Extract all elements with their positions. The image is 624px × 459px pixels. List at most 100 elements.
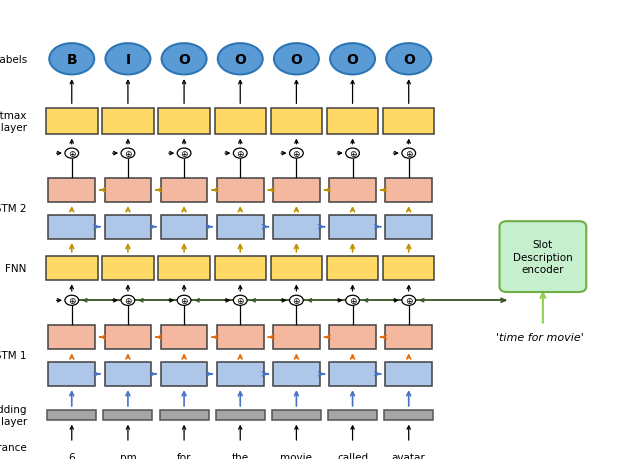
Ellipse shape [386,44,431,75]
Text: movie: movie [280,452,313,459]
Circle shape [290,296,303,306]
Ellipse shape [218,44,263,75]
Bar [217,362,264,386]
Text: O: O [290,53,303,67]
Bar [271,257,322,280]
Bar [49,362,95,386]
Bar [102,257,154,280]
FancyBboxPatch shape [499,222,587,292]
Text: 6: 6 [69,452,75,459]
Bar [46,257,97,280]
Text: FNN: FNN [6,263,27,274]
Text: avatar: avatar [392,452,426,459]
Text: ⊕: ⊕ [405,296,412,305]
Text: Slot
Description
encoder: Slot Description encoder [513,240,573,274]
Bar [47,410,96,420]
Bar [386,325,432,349]
Text: B: B [66,53,77,67]
Circle shape [233,296,247,306]
Bar [217,215,264,239]
Text: Emedding
layer: Emedding layer [0,405,27,426]
Bar [49,325,95,349]
Bar [46,108,97,135]
Bar [272,410,321,420]
Bar [386,362,432,386]
Circle shape [233,149,247,159]
Circle shape [402,296,416,306]
Bar [273,362,319,386]
Ellipse shape [105,44,150,75]
Bar [102,108,154,135]
Circle shape [65,296,79,306]
Text: BiLSTM 1: BiLSTM 1 [0,351,27,361]
Bar [161,362,207,386]
Bar [158,108,210,135]
Bar [217,325,264,349]
Circle shape [402,149,416,159]
Circle shape [346,296,359,306]
Bar [217,179,264,202]
Bar [161,325,207,349]
Text: O: O [234,53,246,67]
Circle shape [346,149,359,159]
Text: for: for [177,452,192,459]
Bar [329,215,376,239]
Text: ⊕: ⊕ [68,296,76,305]
Text: ⊕: ⊕ [405,149,412,158]
Text: the: the [232,452,249,459]
Bar [216,410,265,420]
Text: BiLSTM 2: BiLSTM 2 [0,204,27,214]
Text: called: called [337,452,368,459]
Bar [104,362,151,386]
Bar [329,362,376,386]
Bar [215,257,266,280]
Bar [161,215,207,239]
Text: ⊕: ⊕ [236,149,244,158]
Text: O: O [178,53,190,67]
Bar [273,325,319,349]
Bar [329,179,376,202]
Bar [49,179,95,202]
Text: ⊕: ⊕ [180,296,188,305]
Ellipse shape [49,44,94,75]
Text: Slot labels: Slot labels [0,55,27,65]
Bar [104,215,151,239]
Bar [158,257,210,280]
Bar [104,325,151,349]
Bar [329,325,376,349]
Text: O: O [346,53,359,67]
Text: O: O [402,53,415,67]
Bar [383,108,434,135]
Circle shape [65,149,79,159]
Ellipse shape [330,44,375,75]
Text: ⊕: ⊕ [293,149,300,158]
Circle shape [121,149,135,159]
Bar [215,108,266,135]
Bar [104,410,152,420]
Text: 'time for movie': 'time for movie' [496,332,583,342]
Text: ⊕: ⊕ [68,149,76,158]
Bar [328,410,377,420]
Text: Softmax
output layer: Softmax output layer [0,111,27,132]
Bar [161,179,207,202]
Text: ⊕: ⊕ [124,296,132,305]
Bar [327,257,378,280]
Bar [383,257,434,280]
Bar [160,410,208,420]
Bar [273,179,319,202]
Ellipse shape [274,44,319,75]
Circle shape [177,296,191,306]
Circle shape [290,149,303,159]
Circle shape [177,149,191,159]
Text: ⊕: ⊕ [180,149,188,158]
Bar [384,410,433,420]
Bar [271,108,322,135]
Bar [386,179,432,202]
Text: pm: pm [120,452,136,459]
Bar [49,215,95,239]
Text: ⊕: ⊕ [236,296,244,305]
Ellipse shape [162,44,207,75]
Bar [327,108,378,135]
Text: ⊕: ⊕ [293,296,300,305]
Circle shape [121,296,135,306]
